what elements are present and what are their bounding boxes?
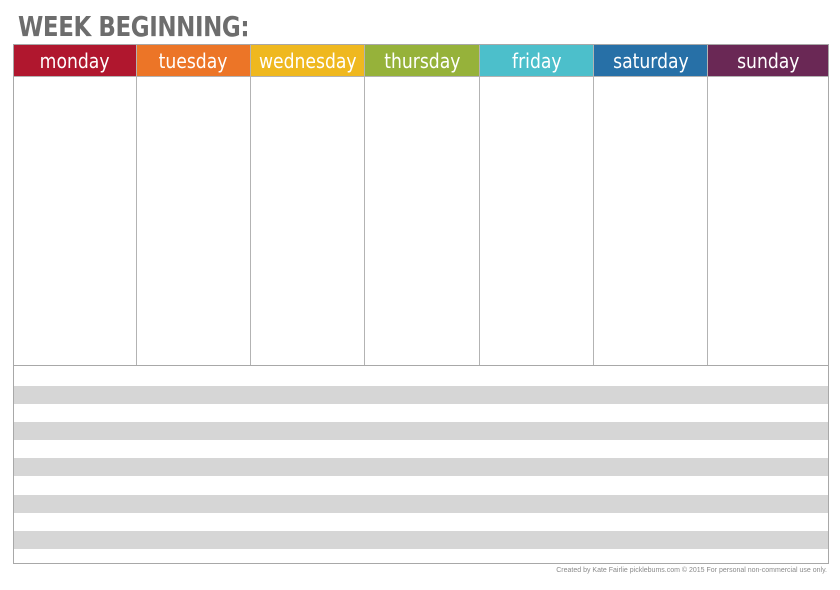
notes-stripe [14,386,828,404]
day-column-wednesday: wednesday [251,45,365,365]
day-column-saturday: saturday [594,45,708,365]
day-label: friday [511,48,562,73]
day-label: sunday [736,48,800,73]
day-area-friday[interactable] [480,76,593,365]
day-area-saturday[interactable] [594,76,707,365]
day-area-wednesday[interactable] [251,76,364,365]
day-label: saturday [612,48,689,73]
notes-stripe [14,422,828,440]
day-label: tuesday [159,48,228,73]
page-title: WEEK BEGINNING: [18,10,250,43]
day-column-tuesday: tuesday [137,45,251,365]
day-column-sunday: sunday [708,45,828,365]
day-column-friday: friday [480,45,594,365]
day-column-thursday: thursday [365,45,480,365]
day-label: thursday [383,48,461,73]
day-label: monday [40,48,110,73]
day-header-tuesday: tuesday [137,45,250,76]
notes-stripe [14,495,828,513]
day-label: wednesday [258,48,357,73]
day-header-sunday: sunday [708,45,828,76]
day-area-thursday[interactable] [365,76,479,365]
day-column-monday: monday [14,45,137,365]
day-header-saturday: saturday [594,45,707,76]
notes-stripe [14,531,828,549]
day-header-wednesday: wednesday [251,45,364,76]
credit-footer: Created by Kate Fairlie picklebums.com ©… [556,567,827,574]
notes-stripe [14,458,828,476]
day-header-thursday: thursday [365,45,479,76]
day-header-friday: friday [480,45,593,76]
day-area-sunday[interactable] [708,76,828,365]
notes-area[interactable] [14,366,828,564]
day-header-monday: monday [14,45,136,76]
day-area-monday[interactable] [14,76,136,365]
weekly-planner: monday tuesday wednesday thursday friday… [13,44,829,564]
day-columns: monday tuesday wednesday thursday friday… [14,45,828,366]
day-area-tuesday[interactable] [137,76,250,365]
